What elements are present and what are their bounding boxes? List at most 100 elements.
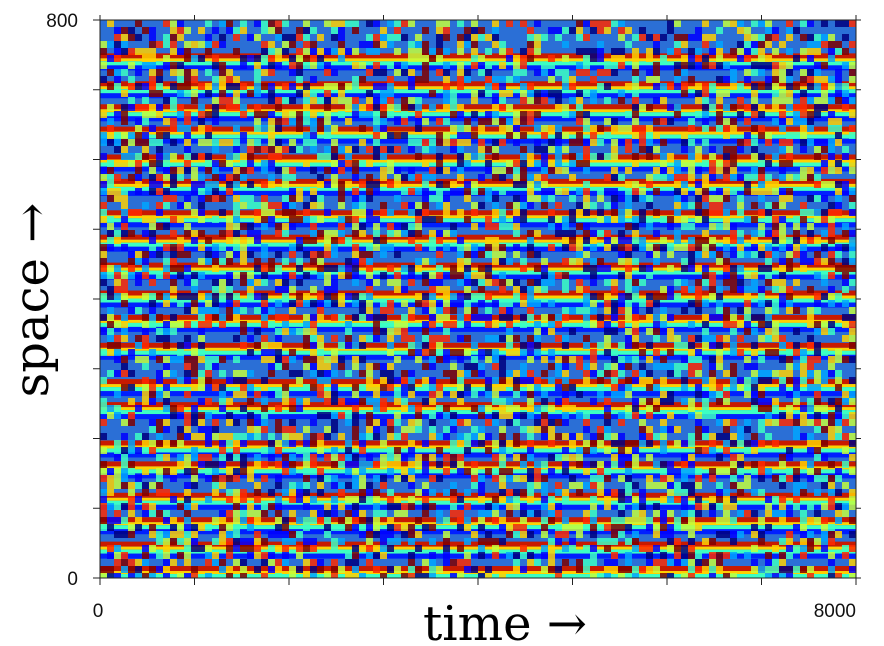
noise-cell <box>506 447 513 454</box>
noise-cell <box>779 244 786 251</box>
noise-cell <box>219 475 226 482</box>
noise-cell <box>226 454 233 461</box>
noise-cell <box>653 363 660 370</box>
noise-cell <box>303 335 310 342</box>
noise-cell <box>394 447 401 454</box>
noise-cell <box>527 349 534 356</box>
noise-cell <box>478 496 485 503</box>
noise-cell <box>527 153 534 160</box>
noise-cell <box>107 174 114 181</box>
noise-cell <box>331 384 338 391</box>
noise-cell <box>793 398 800 405</box>
noise-cell <box>394 321 401 328</box>
noise-cell <box>527 300 534 307</box>
noise-cell <box>709 195 716 202</box>
noise-cell <box>632 90 639 97</box>
noise-cell <box>450 223 457 230</box>
noise-cell <box>618 209 625 216</box>
noise-cell <box>709 496 716 503</box>
noise-cell <box>345 335 352 342</box>
noise-cell <box>674 538 681 545</box>
noise-cell <box>142 27 149 34</box>
noise-cell <box>779 454 786 461</box>
noise-cell <box>464 118 471 125</box>
noise-cell <box>709 538 716 545</box>
noise-cell <box>261 503 268 510</box>
noise-cell <box>702 335 709 342</box>
noise-cell <box>548 314 555 321</box>
noise-cell <box>107 69 114 76</box>
noise-cell <box>366 559 373 566</box>
noise-cell <box>359 545 366 552</box>
noise-cell <box>457 251 464 258</box>
noise-cell <box>373 384 380 391</box>
noise-cell <box>352 258 359 265</box>
noise-cell <box>380 69 387 76</box>
noise-cell <box>562 468 569 475</box>
noise-cell <box>317 55 324 62</box>
noise-cell <box>254 419 261 426</box>
noise-cell <box>310 440 317 447</box>
noise-cell <box>317 48 324 55</box>
noise-cell <box>114 573 121 578</box>
noise-cell <box>352 405 359 412</box>
noise-cell <box>695 503 702 510</box>
noise-cell <box>422 160 429 167</box>
noise-cell <box>562 405 569 412</box>
noise-cell <box>436 300 443 307</box>
noise-cell <box>821 531 828 538</box>
noise-cell <box>282 223 289 230</box>
noise-cell <box>562 391 569 398</box>
noise-cell <box>702 538 709 545</box>
noise-cell <box>667 559 674 566</box>
noise-cell <box>219 20 226 27</box>
noise-cell <box>107 342 114 349</box>
noise-cell <box>597 125 604 132</box>
noise-cell <box>219 384 226 391</box>
noise-cell <box>562 496 569 503</box>
noise-cell <box>464 384 471 391</box>
noise-cell <box>184 468 191 475</box>
noise-cell <box>590 433 597 440</box>
noise-cell <box>205 454 212 461</box>
noise-cell <box>135 559 142 566</box>
noise-cell <box>156 377 163 384</box>
noise-cell <box>842 300 849 307</box>
noise-cell <box>289 216 296 223</box>
noise-cell <box>814 153 821 160</box>
noise-cell <box>163 34 170 41</box>
noise-cell <box>422 328 429 335</box>
noise-cell <box>786 139 793 146</box>
noise-cell <box>576 447 583 454</box>
noise-cell <box>135 104 142 111</box>
noise-cell <box>464 34 471 41</box>
noise-cell <box>401 573 408 578</box>
noise-cell <box>205 356 212 363</box>
noise-cell <box>513 566 520 573</box>
noise-cell <box>296 496 303 503</box>
noise-cell <box>485 167 492 174</box>
noise-cell <box>779 223 786 230</box>
noise-cell <box>324 104 331 111</box>
noise-cell <box>555 132 562 139</box>
noise-cell <box>303 209 310 216</box>
noise-cell <box>513 195 520 202</box>
noise-cell <box>716 90 723 97</box>
noise-cell <box>625 181 632 188</box>
noise-cell <box>541 489 548 496</box>
noise-cell <box>744 132 751 139</box>
noise-cell <box>618 230 625 237</box>
noise-cell <box>520 363 527 370</box>
noise-cell <box>205 433 212 440</box>
noise-cell <box>254 55 261 62</box>
noise-cell <box>506 48 513 55</box>
noise-cell <box>212 146 219 153</box>
noise-cell <box>226 237 233 244</box>
noise-cell <box>492 279 499 286</box>
noise-cell <box>527 370 534 377</box>
noise-cell <box>471 132 478 139</box>
noise-cell <box>800 90 807 97</box>
noise-cell <box>345 328 352 335</box>
noise-cell <box>772 48 779 55</box>
noise-cell <box>751 111 758 118</box>
